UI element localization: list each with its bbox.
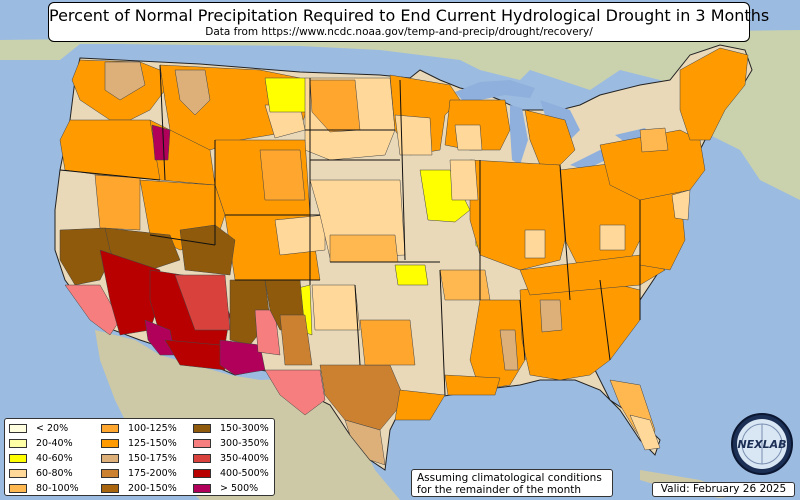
region-in-light: [524, 229, 546, 259]
legend-swatch: [9, 439, 27, 448]
region-tx-panhandle: [311, 284, 361, 331]
region-nm-east: [279, 314, 313, 366]
legend: < 20% 20-40% 40-60% 60-80% 80-100% 100-1…: [4, 418, 275, 496]
legend-swatch: [101, 469, 119, 478]
lake-michigan: [510, 105, 528, 165]
note-line-1: Assuming climatological conditions: [417, 472, 602, 484]
legend-label: > 500%: [220, 483, 259, 494]
nexlab-logo: NEXLAB: [731, 413, 793, 475]
region-ar: [439, 269, 491, 301]
legend-label: 40-60%: [36, 453, 73, 464]
legend-swatch: [193, 469, 211, 478]
legend-label: 400-500%: [220, 468, 269, 479]
legend-label: 150-300%: [220, 423, 269, 434]
region-ne-ca: [94, 174, 141, 231]
legend-label: 350-400%: [220, 453, 269, 464]
region-wv-light: [599, 224, 626, 251]
legend-label: 150-175%: [128, 453, 177, 464]
region-new-england: [679, 47, 749, 141]
region-nd-orange: [309, 79, 361, 133]
state-boundaries: [59, 64, 641, 396]
region-az-magenta: [144, 319, 176, 356]
region-chesapeake: [671, 189, 691, 221]
region-wy-tan: [259, 149, 306, 201]
legend-swatch: [101, 439, 119, 448]
note-line-2: for the remainder of the month: [417, 484, 582, 496]
legend-label: < 20%: [36, 423, 69, 434]
region-ks-yellow: [394, 264, 429, 286]
legend-swatch: [101, 454, 119, 463]
region-ny-light: [639, 127, 669, 153]
region-tx-gulf: [394, 389, 446, 421]
region-nm-magenta: [219, 339, 266, 376]
region-tx-south: [344, 419, 386, 466]
region-la-gulf: [444, 374, 501, 396]
legend-swatch: [101, 484, 119, 493]
region-midwest: [469, 159, 571, 271]
region-il-light: [449, 159, 479, 201]
region-ks: [329, 234, 399, 263]
legend-swatch: [193, 424, 211, 433]
logo-text: NEXLAB: [737, 438, 786, 451]
valid-date: Valid: February 26 2025: [652, 482, 795, 497]
legend-swatch: [9, 484, 27, 493]
region-ca-south-pink: [64, 284, 121, 336]
legend-swatch: [193, 454, 211, 463]
region-ne-us: [599, 129, 706, 201]
title-box: Percent of Normal Precipitation Required…: [48, 2, 770, 42]
legend-swatch: [9, 424, 27, 433]
legend-label: 20-40%: [36, 438, 73, 449]
legend-label: 100-125%: [128, 423, 177, 434]
region-az-south: [164, 339, 226, 371]
region-mt-tan: [174, 69, 211, 116]
legend-label: 125-150%: [128, 438, 177, 449]
region-tx-east: [359, 319, 416, 366]
map-title: Percent of Normal Precipitation Required…: [49, 6, 770, 25]
canada-land: [0, 30, 800, 200]
legend-swatch: [193, 439, 211, 448]
region-mn-light: [394, 114, 433, 156]
region-ms-tan: [499, 329, 519, 371]
lake-superior: [455, 80, 535, 100]
legend-swatch: [9, 469, 27, 478]
region-nm-pink: [254, 309, 281, 356]
region-wi-light: [454, 124, 483, 151]
legend-label: 175-200%: [128, 468, 177, 479]
region-ia-yellow: [419, 169, 471, 223]
assumption-note: Assuming climatological conditions for t…: [411, 469, 613, 497]
legend-label: 200-150%: [128, 483, 177, 494]
region-ut-brown: [179, 224, 236, 276]
region-ky-tn: [519, 254, 666, 296]
region-se-tan: [539, 299, 563, 333]
legend-label: 300-350%: [220, 438, 269, 449]
map-subtitle: Data from https://www.ncdc.noaa.gov/temp…: [205, 26, 593, 38]
region-tx-pink: [264, 369, 326, 416]
legend-swatch: [101, 424, 119, 433]
legend-label: 80-100%: [36, 483, 79, 494]
region-wa-east: [104, 61, 146, 101]
region-fl-light: [629, 414, 661, 451]
legend-swatch: [193, 484, 211, 493]
region-or-maroon: [151, 124, 171, 161]
legend-label: 60-80%: [36, 468, 73, 479]
legend-swatch: [9, 454, 27, 463]
region-co-light: [274, 214, 326, 256]
